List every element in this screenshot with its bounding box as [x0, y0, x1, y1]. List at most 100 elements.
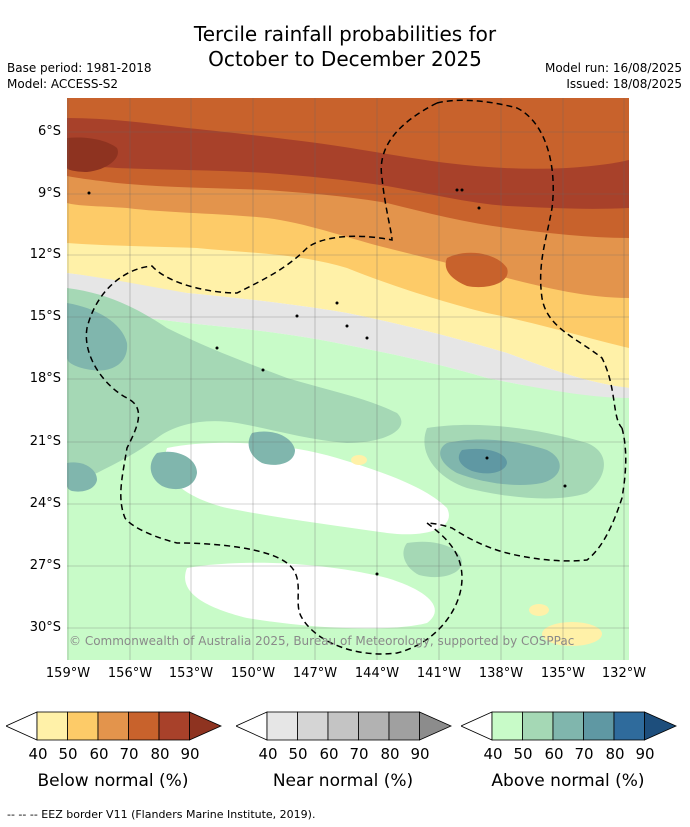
below-cbar-seg-2	[67, 711, 99, 741]
below-cbar-over-arrow	[189, 711, 222, 741]
below-normal-90-patch	[67, 137, 118, 172]
above-cbar-under-arrow	[461, 711, 493, 741]
lat-label-27s: 27°S	[29, 558, 61, 573]
below-normal-colorbar	[6, 711, 222, 741]
near-tick-60: 60	[319, 745, 339, 763]
lat-label-18s: 18°S	[29, 371, 61, 386]
above-cbar-seg-1	[491, 711, 523, 741]
above-tick-80: 80	[605, 745, 625, 763]
lat-label-15s: 15°S	[29, 309, 61, 324]
below-normal-40-patch-central	[351, 455, 367, 465]
lon-label-144w: 144°W	[354, 666, 400, 681]
below-cbar-seg-3	[97, 711, 129, 741]
below-cbar-seg-4	[128, 711, 160, 741]
near-cbar-ticks: 40 50 60 70 80 90	[230, 745, 460, 765]
near-cbar-seg-5	[388, 711, 420, 741]
below-cbar-seg-1	[36, 711, 68, 741]
above-tick-60: 60	[544, 745, 564, 763]
eez-border-east	[426, 427, 627, 562]
lat-label-12s: 12°S	[29, 247, 61, 262]
lon-label-138w: 138°W	[478, 666, 524, 681]
above-normal-white-gaps	[165, 442, 449, 535]
lon-label-147w: 147°W	[292, 666, 338, 681]
near-tick-70: 70	[349, 745, 369, 763]
above-cbar-seg-5	[613, 711, 645, 741]
lon-label-153w: 153°W	[168, 666, 214, 681]
above-cbar-seg-2	[522, 711, 554, 741]
above-normal-colorbar	[461, 711, 677, 741]
issued-date: Issued: 18/08/2025	[566, 77, 682, 91]
above-normal-white-gap-south	[185, 562, 435, 629]
below-normal-70-patch-east	[445, 252, 508, 288]
above-normal-60-southwest	[67, 462, 97, 492]
map-canvas	[67, 98, 629, 660]
eez-border-north-inner	[85, 102, 463, 655]
above-cbar-seg-4	[583, 711, 615, 741]
near-tick-90: 90	[410, 745, 430, 763]
above-normal-70-east	[458, 448, 507, 474]
lat-label-21s: 21°S	[29, 434, 61, 449]
below-cbar-ticks: 40 50 60 70 80 90	[0, 745, 230, 765]
lon-label-141w: 141°W	[416, 666, 462, 681]
model-name: Model: ACCESS-S2	[7, 77, 119, 91]
below-tick-60: 60	[89, 745, 109, 763]
lat-label-6s: 6°S	[37, 124, 61, 139]
near-cbar-under-arrow	[236, 711, 268, 741]
below-tick-50: 50	[58, 745, 78, 763]
above-tick-70: 70	[574, 745, 594, 763]
above-cbar-seg-3	[552, 711, 584, 741]
map-title: Tercile rainfall probabilities for Octob…	[0, 22, 690, 72]
below-tick-40: 40	[28, 745, 48, 763]
copyright-notice: © Commonwealth of Australia 2025, Bureau…	[69, 634, 575, 648]
above-normal-60-central	[150, 451, 197, 490]
title-line-1: Tercile rainfall probabilities for	[193, 22, 497, 46]
lon-label-156w: 156°W	[107, 666, 153, 681]
near-tick-50: 50	[288, 745, 308, 763]
base-period: Base period: 1981-2018	[7, 61, 152, 75]
near-cbar-seg-2	[297, 711, 329, 741]
lon-label-159w: 159°W	[45, 666, 91, 681]
near-normal-north-band	[67, 273, 629, 398]
islands	[87, 188, 567, 576]
below-normal-80-band	[67, 118, 629, 209]
lat-label-30s: 30°S	[29, 620, 61, 635]
lat-label-9s: 9°S	[37, 186, 61, 201]
near-cbar-title: Near normal (%)	[272, 771, 414, 791]
eez-border-north	[436, 99, 623, 429]
above-normal-60-mid	[248, 431, 295, 465]
above-cbar-over-arrow	[644, 711, 677, 741]
near-cbar-seg-1	[266, 711, 298, 741]
below-cbar-title: Below normal (%)	[37, 771, 189, 791]
above-normal-50-south	[403, 541, 462, 578]
probability-map	[67, 98, 629, 660]
lat-label-24s: 24°S	[29, 496, 61, 511]
near-cbar-over-arrow	[419, 711, 452, 741]
below-normal-40-patch-south-2	[529, 604, 549, 616]
above-tick-40: 40	[483, 745, 503, 763]
above-normal-60-west	[67, 303, 128, 371]
below-tick-70: 70	[119, 745, 139, 763]
above-normal-50-region	[67, 288, 402, 481]
meta-left: Base period: 1981-2018 Model: ACCESS-S2	[7, 60, 152, 92]
near-tick-80: 80	[380, 745, 400, 763]
below-cbar-under-arrow	[6, 711, 38, 741]
model-run: Model run: 16/08/2025	[544, 61, 682, 75]
near-cbar-seg-4	[358, 711, 390, 741]
near-tick-40: 40	[258, 745, 278, 763]
below-tick-80: 80	[150, 745, 170, 763]
lon-label-135w: 135°W	[540, 666, 586, 681]
above-cbar-ticks: 40 50 60 70 80 90	[455, 745, 685, 765]
above-tick-50: 50	[513, 745, 533, 763]
title-line-2: October to December 2025	[208, 47, 482, 71]
below-tick-90: 90	[180, 745, 200, 763]
near-cbar-seg-3	[327, 711, 359, 741]
above-cbar-title: Above normal (%)	[491, 771, 645, 791]
meta-right: Model run: 16/08/2025 Issued: 18/08/2025	[545, 60, 682, 92]
map-gridlines	[67, 98, 629, 660]
above-tick-90: 90	[635, 745, 655, 763]
near-normal-colorbar	[236, 711, 452, 741]
eez-footnote: -- -- -- EEZ border V11 (Flanders Marine…	[7, 808, 316, 821]
lon-label-132w: 132°W	[601, 666, 647, 681]
below-cbar-seg-5	[158, 711, 190, 741]
lon-label-150w: 150°W	[230, 666, 276, 681]
